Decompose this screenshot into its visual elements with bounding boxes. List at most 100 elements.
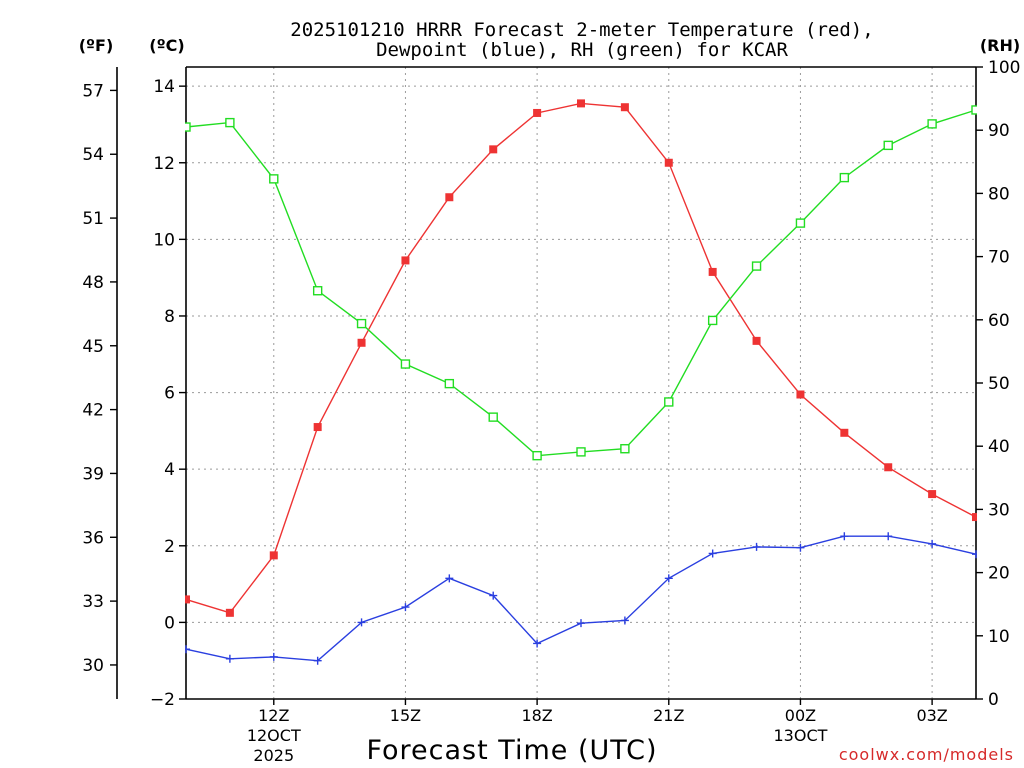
rh-tick-label: 40 [988, 437, 1010, 457]
dewpoint-point [664, 574, 673, 583]
dewpoint-point [401, 603, 410, 612]
fahrenheit-tick-label: 51 [82, 209, 104, 229]
rh-point [444, 378, 455, 389]
rh-point [225, 117, 235, 128]
rh-point [576, 447, 586, 457]
dewpoint-point [533, 639, 542, 648]
rh-tick-label: 50 [988, 374, 1010, 394]
dewpoint-point [269, 652, 278, 661]
series-layer [185, 99, 977, 665]
x-tick-label: 15Z [390, 706, 421, 725]
chart-title-line1: 2025101210 HRRR Forecast 2-meter Tempera… [290, 19, 873, 41]
rh-point [927, 119, 937, 129]
axis-layer [110, 66, 983, 705]
dewpoint-line [185, 535, 977, 662]
dewpoint-point [489, 591, 498, 600]
fahrenheit-tick-label: 54 [82, 145, 104, 165]
temperature-point [928, 490, 937, 499]
fahrenheit-tick-label: 57 [82, 81, 104, 101]
dewpoint-point [313, 656, 322, 665]
rh-tick-label: 90 [988, 121, 1010, 141]
rh-tick-label: 10 [988, 627, 1010, 647]
x-tick-year-label: 2025 [253, 746, 294, 765]
rh-point [185, 122, 191, 132]
rh-tick-label: 70 [988, 248, 1010, 268]
rh-point [839, 172, 850, 183]
dewpoint-point [972, 550, 977, 559]
fahrenheit-tick-label: 30 [82, 656, 104, 676]
celsius-tick-label: 2 [164, 537, 175, 557]
temperature-point [269, 551, 278, 560]
x-tick-label: 03Z [916, 706, 947, 725]
tick-label-layer: 30 33 36 39 42 45 48 51 54 57 −2 0 2 4 6 8 10 12 14 0 10 20 30… [82, 58, 1020, 765]
celsius-tick-label: 6 [164, 384, 175, 404]
dewpoint-point [752, 542, 761, 551]
series-group [185, 99, 977, 665]
temperature-point [620, 103, 629, 112]
temperature-point [796, 390, 805, 399]
celsius-tick-label: 10 [153, 230, 175, 250]
celsius-tick-label: 4 [164, 460, 175, 480]
x-tick-label: 21Z [653, 706, 684, 725]
temperature-point [972, 513, 977, 522]
credit-text: coolwx.com/models [839, 745, 1014, 764]
rh-point [312, 286, 323, 296]
rh-tick-label: 20 [988, 564, 1010, 584]
fahrenheit-tick-label: 36 [82, 528, 104, 548]
rh-tick-label: 0 [988, 690, 999, 710]
temperature-point [884, 463, 893, 472]
rh-point [883, 140, 893, 151]
celsius-tick-label: −2 [150, 690, 175, 710]
rh-line [185, 109, 977, 457]
dewpoint-point [840, 532, 849, 541]
rh-tick-label: 80 [988, 184, 1010, 204]
temperature-point [489, 145, 498, 154]
dewpoint-point [884, 532, 893, 541]
temperature-point [577, 99, 585, 108]
rh-point [269, 174, 279, 184]
chart-title-line2: Dewpoint (blue), RH (green) for KCAR [376, 39, 788, 61]
fahrenheit-unit-label: (ºF) [79, 36, 114, 55]
x-tick-date-label: 12OCT [247, 726, 301, 745]
x-axis-title: Forecast Time (UTC) [366, 735, 657, 766]
dewpoint-point [577, 619, 585, 628]
dewpoint-point [225, 654, 234, 663]
rh-point [664, 397, 674, 407]
fahrenheit-tick-label: 45 [82, 337, 104, 357]
celsius-tick-label: 12 [153, 154, 175, 174]
rh-tick-label: 100 [988, 58, 1020, 78]
temperature-point [401, 256, 410, 265]
dewpoint-point [445, 574, 454, 583]
rh-point [707, 315, 718, 326]
temperature-point [752, 336, 761, 345]
grid-layer [186, 67, 976, 699]
rh-point [620, 444, 630, 454]
x-tick-date-label: 13OCT [773, 726, 827, 745]
fahrenheit-tick-label: 48 [82, 273, 104, 293]
dewpoint-point [708, 549, 717, 558]
rh-point [795, 218, 806, 228]
x-tick-label: 12Z [258, 706, 289, 725]
temperature-point [708, 267, 717, 276]
temperature-point [664, 158, 673, 167]
rh-point [751, 261, 762, 271]
temperature-point [357, 338, 366, 347]
rh-point [488, 412, 498, 422]
dewpoint-point [796, 543, 805, 552]
temperature-point [840, 428, 849, 437]
temperature-point [313, 423, 322, 432]
celsius-unit-label: (ºC) [149, 36, 184, 55]
temperature-point [185, 595, 190, 604]
rh-point [400, 359, 411, 369]
celsius-tick-label: 8 [164, 307, 175, 327]
fahrenheit-tick-label: 33 [82, 592, 104, 612]
temperature-point [445, 193, 454, 202]
rh-point [532, 450, 542, 461]
rh-point [971, 105, 977, 115]
rh-point [356, 318, 367, 329]
dewpoint-point [357, 618, 366, 627]
temperature-point [225, 608, 234, 617]
rh-tick-label: 60 [988, 311, 1010, 331]
dewpoint-point [185, 645, 190, 654]
